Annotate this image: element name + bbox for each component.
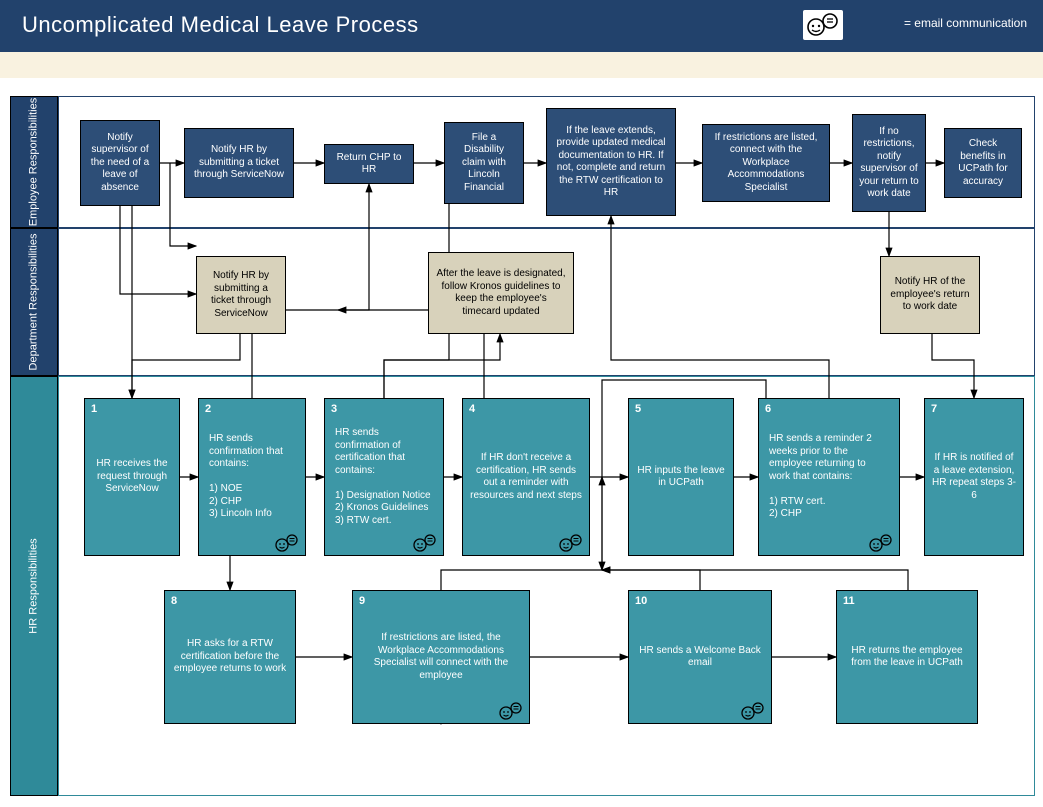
email-icon xyxy=(411,533,439,553)
node-text: File a Disability claim with Lincoln Fin… xyxy=(451,132,517,195)
node-text: If HR don't receive a certification, HR … xyxy=(469,452,583,502)
page-title: Uncomplicated Medical Leave Process xyxy=(22,12,419,38)
email-icon xyxy=(273,533,301,553)
email-icon xyxy=(557,533,585,553)
email-icon xyxy=(739,701,767,721)
flow-node: 5 HR inputs the leave in UCPath xyxy=(628,398,734,556)
flow-node: Notify HR by submitting a ticket through… xyxy=(196,256,286,334)
email-icon xyxy=(497,701,525,721)
node-text: Return CHP to HR xyxy=(331,152,407,177)
node-number: 4 xyxy=(469,403,475,417)
node-text: Notify HR by submitting a ticket through… xyxy=(191,144,287,182)
flow-node: 10 HR sends a Welcome Back email xyxy=(628,590,772,724)
node-text: HR returns the employee from the leave i… xyxy=(843,645,971,670)
node-number: 8 xyxy=(171,595,177,609)
node-text: After the leave is designated, follow Kr… xyxy=(435,268,567,318)
legend-email-icon xyxy=(803,10,843,40)
node-number: 6 xyxy=(765,403,771,417)
flow-node: 3 HR sends confirmation of certification … xyxy=(324,398,444,556)
node-number: 7 xyxy=(931,403,937,417)
title-bar: Uncomplicated Medical Leave Process = em… xyxy=(0,0,1043,52)
flow-node: 1 HR receives the request through Service… xyxy=(84,398,180,556)
node-text: HR sends a Welcome Back email xyxy=(635,645,765,670)
flow-node: Check benefits in UCPath for accuracy xyxy=(944,128,1022,198)
flow-node: Return CHP to HR xyxy=(324,144,414,184)
flow-node: 2 HR sends confirmation that contains: 1)… xyxy=(198,398,306,556)
node-text: HR inputs the leave in UCPath xyxy=(635,465,727,490)
flow-node: If restrictions are listed, connect with… xyxy=(702,124,830,202)
flow-node: Notify HR by submitting a ticket through… xyxy=(184,128,294,198)
lane-label-employee: Employee Responsibilities xyxy=(10,96,58,228)
flow-node: 9 If restrictions are listed, the Workpla… xyxy=(352,590,530,724)
flow-node: After the leave is designated, follow Kr… xyxy=(428,252,574,334)
node-text: HR asks for a RTW certification before t… xyxy=(171,638,289,676)
flow-node: If no restrictions, notify supervisor of… xyxy=(852,114,926,212)
email-icon xyxy=(867,533,895,553)
node-text: If the leave extends, provide updated me… xyxy=(553,125,669,200)
node-text: If no restrictions, notify supervisor of… xyxy=(859,126,919,201)
flow-node: Notify supervisor of the need of a leave… xyxy=(80,120,160,206)
node-text: Notify HR of the employee's return to wo… xyxy=(887,276,973,314)
node-text: Notify HR by submitting a ticket through… xyxy=(203,270,279,320)
node-number: 1 xyxy=(91,403,97,417)
node-text: Check benefits in UCPath for accuracy xyxy=(951,138,1015,188)
node-number: 3 xyxy=(331,403,337,417)
flow-node: 4 If HR don't receive a certification, HR… xyxy=(462,398,590,556)
flow-node: If the leave extends, provide updated me… xyxy=(546,108,676,216)
flow-node: 6 HR sends a reminder 2 weeks prior to th… xyxy=(758,398,900,556)
node-text: HR sends confirmation of certification t… xyxy=(331,427,437,527)
lane-label-department: Department Responsibilities xyxy=(10,228,58,376)
node-text: HR sends confirmation that contains: 1) … xyxy=(205,433,299,521)
flow-node: 7 If HR is notified of a leave extension,… xyxy=(924,398,1024,556)
cream-band xyxy=(0,52,1043,78)
node-number: 2 xyxy=(205,403,211,417)
node-text: If HR is notified of a leave extension, … xyxy=(931,452,1017,502)
node-text: If restrictions are listed, connect with… xyxy=(709,132,823,195)
node-number: 10 xyxy=(635,595,647,609)
flow-node: Notify HR of the employee's return to wo… xyxy=(880,256,980,334)
flow-node: File a Disability claim with Lincoln Fin… xyxy=(444,122,524,204)
node-text: Notify supervisor of the need of a leave… xyxy=(87,132,153,195)
flow-node: 11 HR returns the employee from the leave… xyxy=(836,590,978,724)
flow-node: 8 HR asks for a RTW certification before … xyxy=(164,590,296,724)
node-text: HR receives the request through ServiceN… xyxy=(91,458,173,496)
legend-label: = email communication xyxy=(904,16,1027,30)
node-text: If restrictions are listed, the Workplac… xyxy=(359,632,523,682)
node-number: 11 xyxy=(843,595,855,609)
lane-label-hr: HR Responsibilities xyxy=(10,376,58,796)
node-number: 5 xyxy=(635,403,641,417)
node-text: HR sends a reminder 2 weeks prior to the… xyxy=(765,433,893,521)
node-number: 9 xyxy=(359,595,365,609)
